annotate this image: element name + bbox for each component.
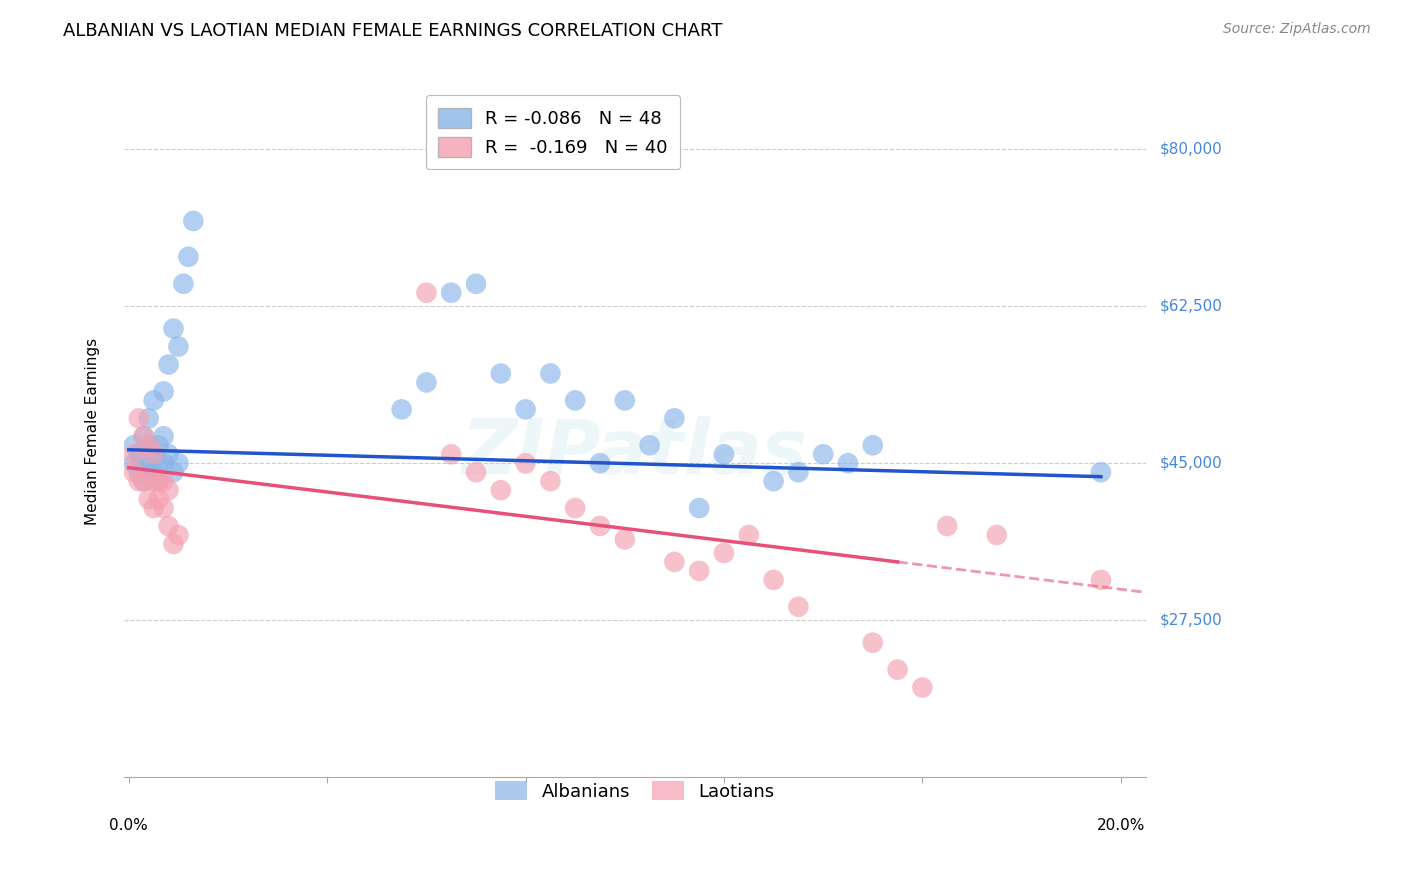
Laotians bbox=[152, 501, 174, 516]
Albanians bbox=[1090, 465, 1112, 479]
Laotians bbox=[415, 285, 437, 300]
Laotians bbox=[157, 519, 180, 533]
Albanians bbox=[167, 456, 190, 470]
Albanians bbox=[862, 438, 884, 452]
Laotians bbox=[148, 492, 170, 507]
Laotians bbox=[440, 447, 463, 461]
Albanians bbox=[138, 411, 160, 425]
Albanians bbox=[148, 438, 170, 452]
Laotians bbox=[538, 474, 561, 488]
Laotians bbox=[128, 411, 150, 425]
Laotians bbox=[688, 564, 710, 578]
Albanians bbox=[564, 393, 586, 408]
Albanians bbox=[148, 474, 170, 488]
Text: 0.0%: 0.0% bbox=[110, 818, 148, 832]
Albanians bbox=[138, 438, 160, 452]
Albanians bbox=[762, 474, 785, 488]
Laotians bbox=[152, 474, 174, 488]
Text: $27,500: $27,500 bbox=[1160, 613, 1222, 628]
Albanians bbox=[787, 465, 810, 479]
Laotians bbox=[132, 474, 155, 488]
Albanians bbox=[713, 447, 735, 461]
Laotians bbox=[148, 474, 170, 488]
Albanians bbox=[613, 393, 636, 408]
Albanians bbox=[132, 456, 155, 470]
Albanians bbox=[152, 384, 174, 399]
Albanians bbox=[157, 447, 180, 461]
Albanians bbox=[177, 250, 200, 264]
Albanians bbox=[489, 367, 512, 381]
Albanians bbox=[172, 277, 194, 291]
Albanians bbox=[122, 438, 145, 452]
Laotians bbox=[465, 465, 488, 479]
Albanians bbox=[162, 321, 184, 335]
Laotians bbox=[664, 555, 686, 569]
Text: $80,000: $80,000 bbox=[1160, 142, 1222, 157]
Text: 20.0%: 20.0% bbox=[1097, 818, 1144, 832]
Laotians bbox=[936, 519, 959, 533]
Laotians bbox=[886, 663, 908, 677]
Albanians bbox=[157, 358, 180, 372]
Laotians bbox=[142, 474, 165, 488]
Albanians bbox=[132, 429, 155, 443]
Laotians bbox=[862, 635, 884, 649]
Laotians bbox=[589, 519, 612, 533]
Albanians bbox=[440, 285, 463, 300]
Laotians bbox=[132, 429, 155, 443]
Laotians bbox=[142, 501, 165, 516]
Albanians bbox=[128, 465, 150, 479]
Albanians bbox=[142, 447, 165, 461]
Text: $45,000: $45,000 bbox=[1160, 456, 1222, 471]
Laotians bbox=[138, 492, 160, 507]
Albanians bbox=[183, 214, 205, 228]
Albanians bbox=[811, 447, 834, 461]
Albanians bbox=[148, 456, 170, 470]
Albanians bbox=[128, 447, 150, 461]
Text: $62,500: $62,500 bbox=[1160, 299, 1222, 314]
Albanians bbox=[142, 393, 165, 408]
Legend: Albanians, Laotians: Albanians, Laotians bbox=[485, 772, 783, 810]
Laotians bbox=[738, 528, 761, 542]
Laotians bbox=[122, 447, 145, 461]
Albanians bbox=[162, 465, 184, 479]
Laotians bbox=[564, 501, 586, 516]
Albanians bbox=[688, 501, 710, 516]
Text: ZIPatlas: ZIPatlas bbox=[461, 416, 807, 490]
Albanians bbox=[132, 474, 155, 488]
Laotians bbox=[138, 438, 160, 452]
Albanians bbox=[465, 277, 488, 291]
Albanians bbox=[122, 456, 145, 470]
Laotians bbox=[986, 528, 1008, 542]
Albanians bbox=[142, 465, 165, 479]
Laotians bbox=[162, 537, 184, 551]
Albanians bbox=[538, 367, 561, 381]
Laotians bbox=[911, 681, 934, 695]
Laotians bbox=[762, 573, 785, 587]
Albanians bbox=[152, 429, 174, 443]
Laotians bbox=[122, 465, 145, 479]
Laotians bbox=[142, 447, 165, 461]
Albanians bbox=[152, 456, 174, 470]
Text: Source: ZipAtlas.com: Source: ZipAtlas.com bbox=[1223, 22, 1371, 37]
Laotians bbox=[157, 483, 180, 497]
Albanians bbox=[415, 376, 437, 390]
Albanians bbox=[837, 456, 859, 470]
Laotians bbox=[515, 456, 537, 470]
Albanians bbox=[138, 465, 160, 479]
Albanians bbox=[589, 456, 612, 470]
Laotians bbox=[167, 528, 190, 542]
Laotians bbox=[489, 483, 512, 497]
Text: ALBANIAN VS LAOTIAN MEDIAN FEMALE EARNINGS CORRELATION CHART: ALBANIAN VS LAOTIAN MEDIAN FEMALE EARNIN… bbox=[63, 22, 723, 40]
Laotians bbox=[787, 599, 810, 614]
Laotians bbox=[713, 546, 735, 560]
Albanians bbox=[664, 411, 686, 425]
Albanians bbox=[515, 402, 537, 417]
Albanians bbox=[167, 340, 190, 354]
Laotians bbox=[613, 533, 636, 547]
Laotians bbox=[128, 474, 150, 488]
Y-axis label: Median Female Earnings: Median Female Earnings bbox=[86, 338, 100, 525]
Albanians bbox=[391, 402, 413, 417]
Laotians bbox=[1090, 573, 1112, 587]
Albanians bbox=[638, 438, 661, 452]
